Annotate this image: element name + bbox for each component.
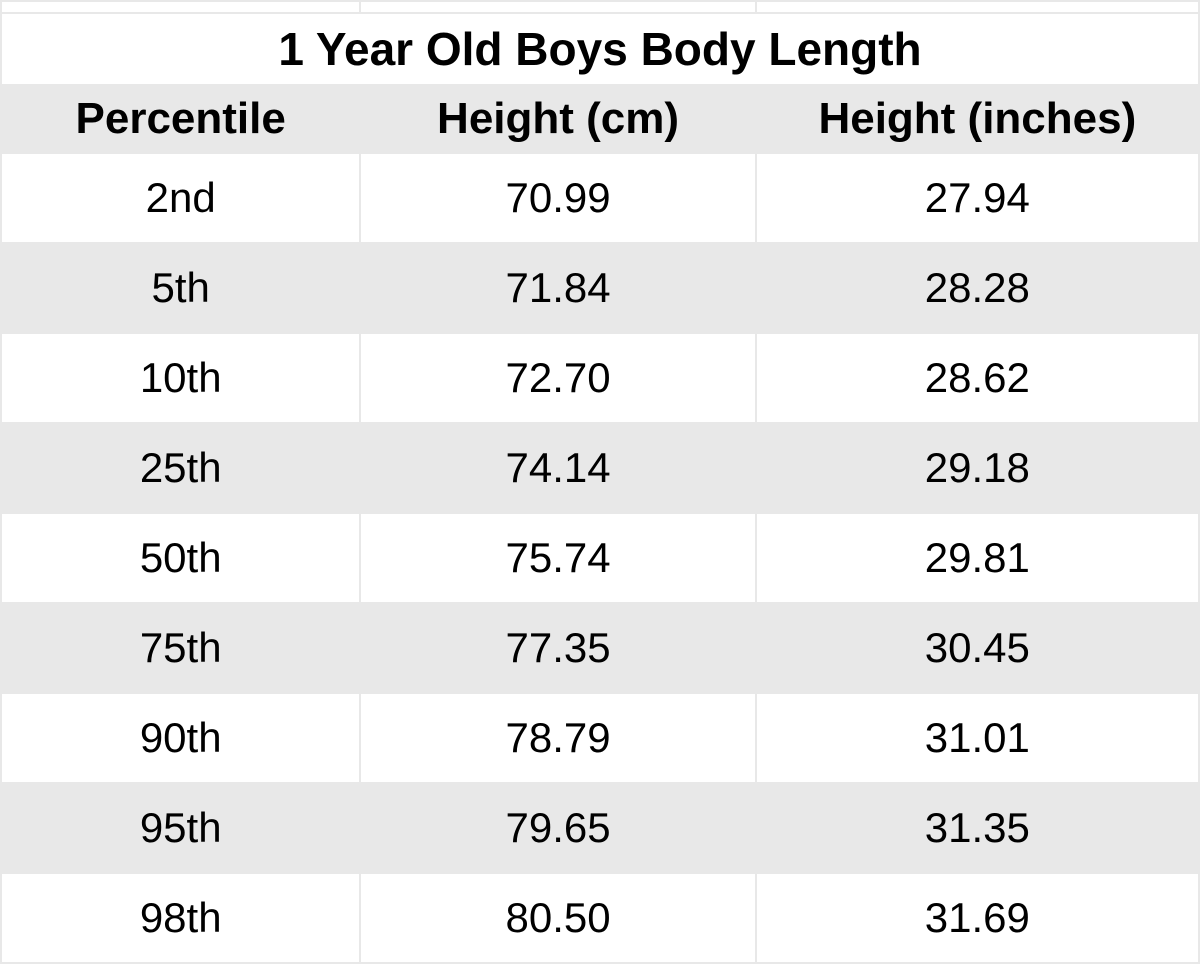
- column-header-inches: Height (inches): [756, 85, 1199, 153]
- cell-inches: 27.94: [756, 153, 1199, 243]
- cell-inches: 28.62: [756, 333, 1199, 423]
- cell-cm: 77.35: [360, 603, 755, 693]
- title-row: 1 Year Old Boys Body Length: [1, 13, 1199, 85]
- table-row: 90th 78.79 31.01: [1, 693, 1199, 783]
- cell-inches: 29.18: [756, 423, 1199, 513]
- header-row: Percentile Height (cm) Height (inches): [1, 85, 1199, 153]
- table-row: 10th 72.70 28.62: [1, 333, 1199, 423]
- cell-percentile: 95th: [1, 783, 360, 873]
- cell-percentile: 5th: [1, 243, 360, 333]
- cell-percentile: 10th: [1, 333, 360, 423]
- body-length-table: 1 Year Old Boys Body Length Percentile H…: [0, 0, 1200, 964]
- table-row: 95th 79.65 31.35: [1, 783, 1199, 873]
- cell-inches: 29.81: [756, 513, 1199, 603]
- spacer-cell: [756, 1, 1199, 13]
- cell-percentile: 2nd: [1, 153, 360, 243]
- cell-percentile: 90th: [1, 693, 360, 783]
- cell-inches: 31.01: [756, 693, 1199, 783]
- spacer-cell: [360, 1, 755, 13]
- cell-percentile: 25th: [1, 423, 360, 513]
- cell-inches: 31.35: [756, 783, 1199, 873]
- cell-inches: 28.28: [756, 243, 1199, 333]
- cell-cm: 72.70: [360, 333, 755, 423]
- cell-cm: 70.99: [360, 153, 755, 243]
- table-row: 5th 71.84 28.28: [1, 243, 1199, 333]
- cell-cm: 75.74: [360, 513, 755, 603]
- table-row: 50th 75.74 29.81: [1, 513, 1199, 603]
- cell-percentile: 75th: [1, 603, 360, 693]
- cell-percentile: 50th: [1, 513, 360, 603]
- column-header-percentile: Percentile: [1, 85, 360, 153]
- column-header-cm: Height (cm): [360, 85, 755, 153]
- table-container: 1 Year Old Boys Body Length Percentile H…: [0, 0, 1200, 950]
- spacer-row: [1, 1, 1199, 13]
- table-row: 75th 77.35 30.45: [1, 603, 1199, 693]
- cell-cm: 74.14: [360, 423, 755, 513]
- table-row: 25th 74.14 29.18: [1, 423, 1199, 513]
- cell-cm: 71.84: [360, 243, 755, 333]
- table-title: 1 Year Old Boys Body Length: [1, 13, 1199, 85]
- cell-cm: 78.79: [360, 693, 755, 783]
- spacer-cell: [1, 1, 360, 13]
- cell-cm: 79.65: [360, 783, 755, 873]
- table-row: 2nd 70.99 27.94: [1, 153, 1199, 243]
- cell-inches: 30.45: [756, 603, 1199, 693]
